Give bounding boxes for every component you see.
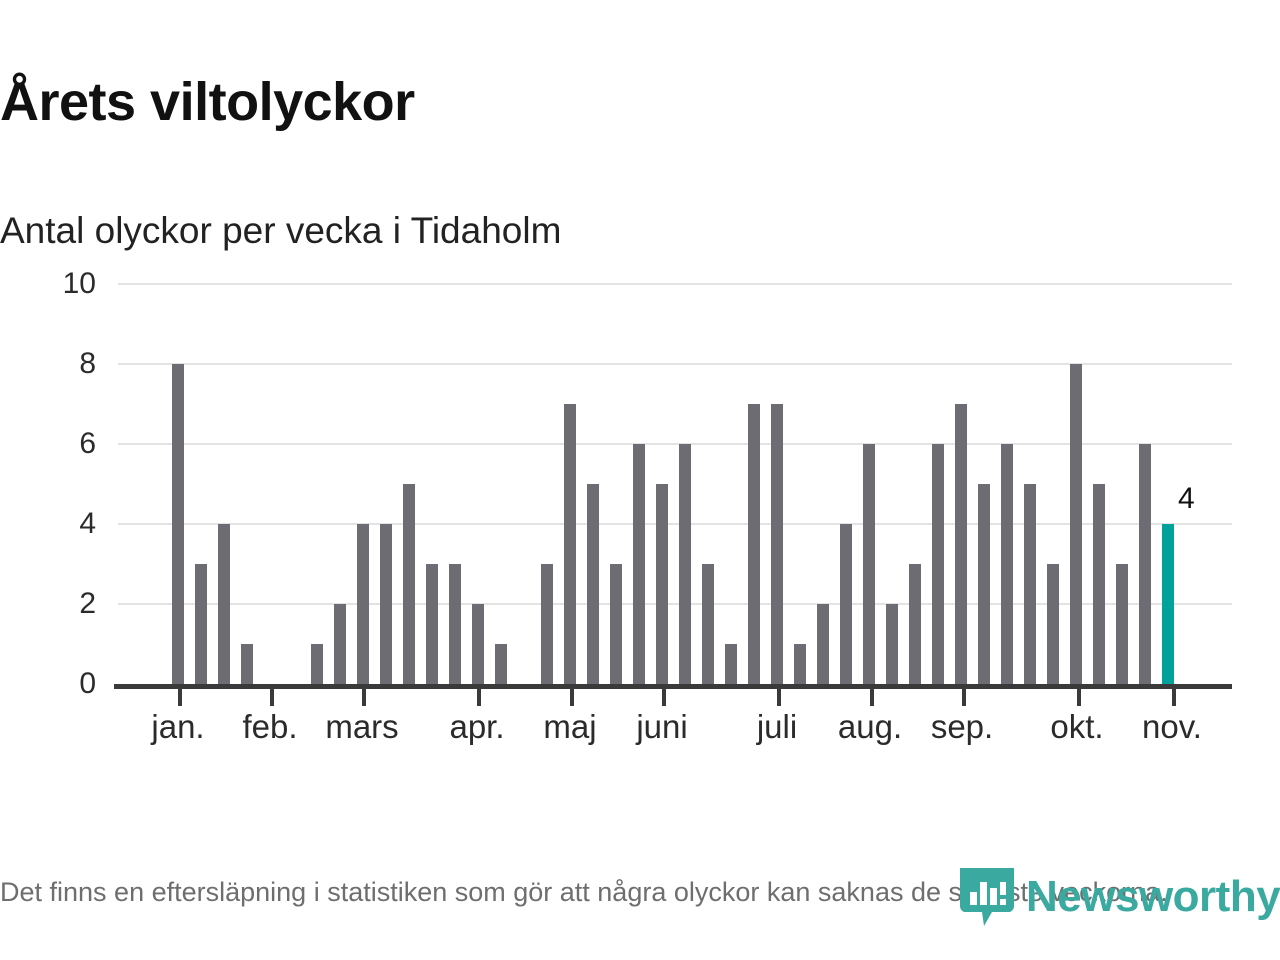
bar[interactable]	[748, 404, 760, 684]
bar[interactable]	[1070, 364, 1082, 684]
bar[interactable]	[679, 444, 691, 684]
y-axis-tick-label: 6	[79, 427, 96, 460]
x-axis-tick	[178, 689, 182, 706]
bar[interactable]	[1001, 444, 1013, 684]
bar[interactable]	[334, 604, 346, 684]
bar[interactable]	[886, 604, 898, 684]
x-axis-tick	[477, 689, 481, 706]
newsworthy-shield-chart-icon	[958, 866, 1016, 928]
y-axis-tick-label: 0	[79, 667, 96, 700]
x-axis-tick	[362, 689, 366, 706]
x-axis-tick	[270, 689, 274, 706]
bar[interactable]	[656, 484, 668, 684]
plot-area: 4	[114, 283, 1232, 689]
newsworthy-logo: Newsworthy	[958, 866, 1280, 928]
page-title: Årets viltolyckor	[0, 72, 415, 133]
x-axis-month-label: nov.	[1142, 708, 1202, 745]
bar[interactable]	[357, 524, 369, 684]
bars-group: 4	[118, 284, 1232, 684]
bar[interactable]	[725, 644, 737, 684]
newsworthy-logo-text: Newsworthy	[1026, 872, 1280, 921]
bar[interactable]	[380, 524, 392, 684]
x-axis-tick	[1172, 689, 1176, 706]
bar[interactable]	[863, 444, 875, 684]
bar[interactable]	[1024, 484, 1036, 684]
bar[interactable]	[817, 604, 829, 684]
bar-value-label: 4	[1178, 482, 1195, 515]
y-axis-tick-label: 4	[79, 507, 96, 540]
x-axis-tick	[570, 689, 574, 706]
bar[interactable]	[771, 404, 783, 684]
x-axis-month-label: apr.	[449, 708, 505, 745]
bar[interactable]	[932, 444, 944, 684]
x-axis-month-label: maj	[543, 708, 597, 745]
bar[interactable]	[1047, 564, 1059, 684]
bar[interactable]	[541, 564, 553, 684]
bar[interactable]	[426, 564, 438, 684]
x-axis-tick	[962, 689, 966, 706]
bar[interactable]	[794, 644, 806, 684]
y-axis-tick-label: 2	[79, 587, 96, 620]
bar-chart: 4 0 2 4 6 8 10 jan. feb. mars apr. maj juni juli aug…	[0, 258, 1280, 758]
x-axis-month-label: juli	[756, 708, 798, 745]
bar[interactable]	[587, 484, 599, 684]
x-axis-tick	[1077, 689, 1081, 706]
y-axis-tick-label: 10	[62, 267, 96, 300]
bar[interactable]	[1093, 484, 1105, 684]
x-axis-month-label: aug.	[837, 708, 903, 745]
bar[interactable]	[218, 524, 230, 684]
gridline	[118, 443, 1232, 445]
bar[interactable]	[909, 564, 921, 684]
bar[interactable]	[311, 644, 323, 684]
gridline	[118, 363, 1232, 365]
x-axis-month-label: mars	[325, 708, 399, 745]
bar[interactable]	[1139, 444, 1151, 684]
bar[interactable]	[172, 364, 184, 684]
bar[interactable]	[610, 564, 622, 684]
gridline	[118, 603, 1232, 605]
x-axis-tick	[662, 689, 666, 706]
bar[interactable]	[403, 484, 415, 684]
x-axis-month-label: sep.	[930, 708, 994, 745]
x-axis-line	[114, 684, 1232, 689]
y-axis-tick-label: 8	[79, 347, 96, 380]
bar[interactable]	[702, 564, 714, 684]
bar[interactable]	[241, 644, 253, 684]
x-axis-tick	[870, 689, 874, 706]
x-axis-month-label: okt.	[1050, 708, 1104, 745]
bar[interactable]	[195, 564, 207, 684]
x-axis-month-label: juni	[636, 708, 688, 745]
bar[interactable]	[633, 444, 645, 684]
bar[interactable]	[495, 644, 507, 684]
bar[interactable]	[978, 484, 990, 684]
bar[interactable]	[472, 604, 484, 684]
x-axis-month-label: feb.	[242, 708, 298, 745]
bar-highlighted[interactable]	[1162, 524, 1174, 684]
bar[interactable]	[840, 524, 852, 684]
x-axis-tick	[777, 689, 781, 706]
bar[interactable]	[449, 564, 461, 684]
gridline	[118, 283, 1232, 285]
gridline	[118, 523, 1232, 525]
bar[interactable]	[955, 404, 967, 684]
bar[interactable]	[1116, 564, 1128, 684]
x-axis-month-label: jan.	[151, 708, 205, 745]
chart-subtitle: Antal olyckor per vecka i Tidaholm	[0, 209, 562, 251]
bar[interactable]	[564, 404, 576, 684]
